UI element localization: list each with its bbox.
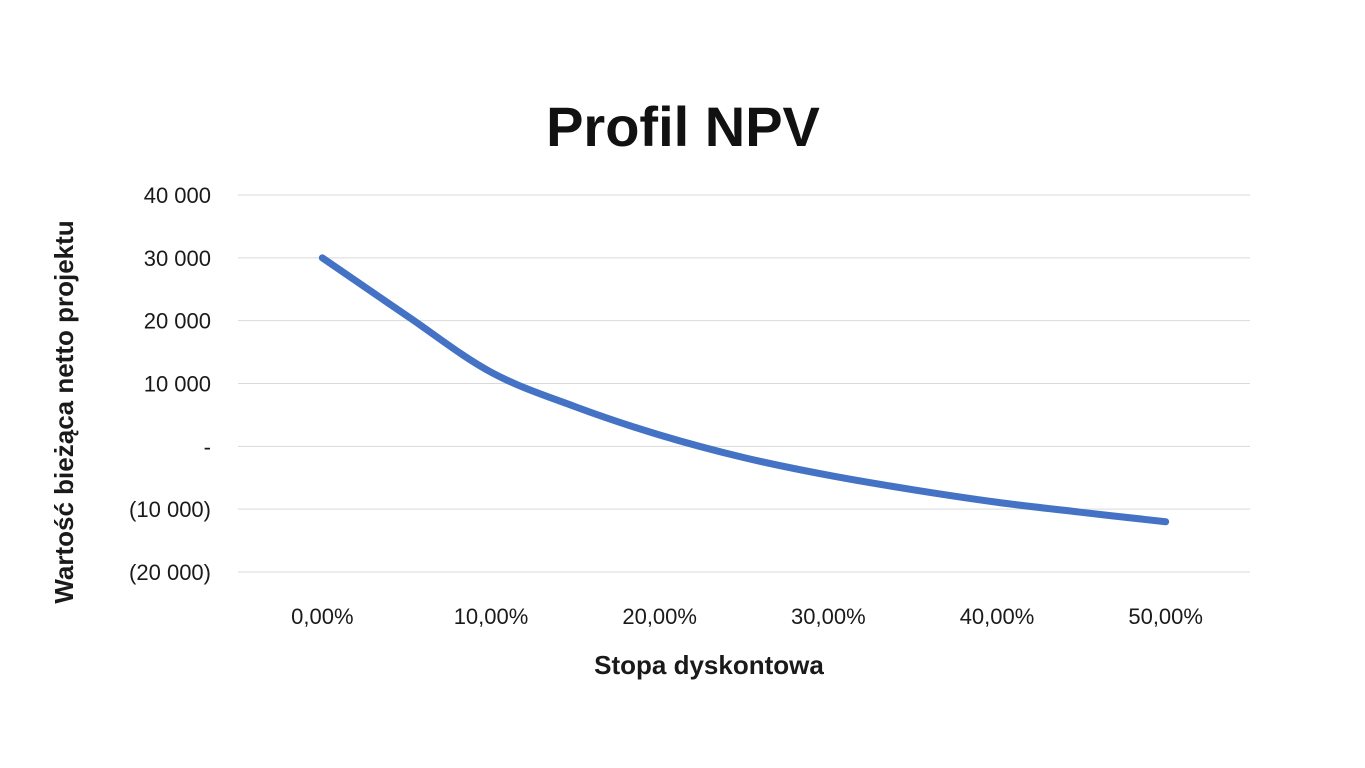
y-tick-label: - [204, 434, 211, 459]
series-layer [318, 254, 1170, 526]
y-tick-label: 20 000 [144, 309, 211, 334]
x-tick-label: 50,00% [1128, 604, 1203, 629]
gridlines [238, 194, 1250, 573]
x-tick-label: 10,00% [454, 604, 529, 629]
x-tick-label: 0,00% [291, 604, 353, 629]
y-axis-label: Wartość bieżąca netto projektu [49, 220, 79, 603]
y-tick-label: (10 000) [129, 497, 211, 522]
x-axis-ticks: 0,00% 10,00% 20,00% 30,00% 40,00% 50,00% [291, 604, 1203, 629]
y-tick-label: 10 000 [144, 372, 211, 397]
x-tick-label: 20,00% [622, 604, 697, 629]
npv-series-line [318, 254, 1170, 526]
y-axis-ticks: 40 000 30 000 20 000 10 000 - (10 000) (20 000… [129, 183, 211, 585]
x-tick-label: 30,00% [791, 604, 866, 629]
x-tick-label: 40,00% [960, 604, 1035, 629]
chart-title: Profil NPV [546, 95, 820, 158]
x-axis-label: Stopa dyskontowa [594, 650, 824, 680]
y-tick-label: 30 000 [144, 246, 211, 271]
y-tick-label: 40 000 [144, 183, 211, 208]
y-tick-label: (20 000) [129, 560, 211, 585]
